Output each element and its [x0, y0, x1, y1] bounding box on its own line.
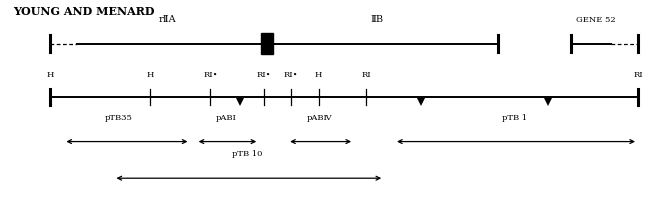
Text: RI•: RI•: [203, 71, 218, 79]
Text: GENE 52: GENE 52: [576, 16, 615, 24]
Text: rⅡA: rⅡA: [158, 15, 176, 24]
Text: H: H: [315, 71, 323, 79]
Text: pABⅣ: pABⅣ: [307, 114, 332, 122]
Bar: [261, 33, 273, 54]
Text: YOUNG AND MENARD: YOUNG AND MENARD: [13, 6, 155, 17]
Text: H: H: [146, 71, 154, 79]
Text: RI: RI: [361, 71, 371, 79]
Text: pABI: pABI: [215, 114, 236, 122]
Text: H: H: [46, 71, 54, 79]
Text: pTB35: pTB35: [105, 114, 133, 122]
Text: pTB 1: pTB 1: [502, 114, 527, 122]
Text: RI•: RI•: [257, 71, 271, 79]
Text: RI: RI: [633, 71, 643, 79]
Text: pTB 10: pTB 10: [232, 150, 263, 158]
Text: RI•: RI•: [283, 71, 298, 79]
Text: ⅡB: ⅡB: [371, 15, 384, 24]
